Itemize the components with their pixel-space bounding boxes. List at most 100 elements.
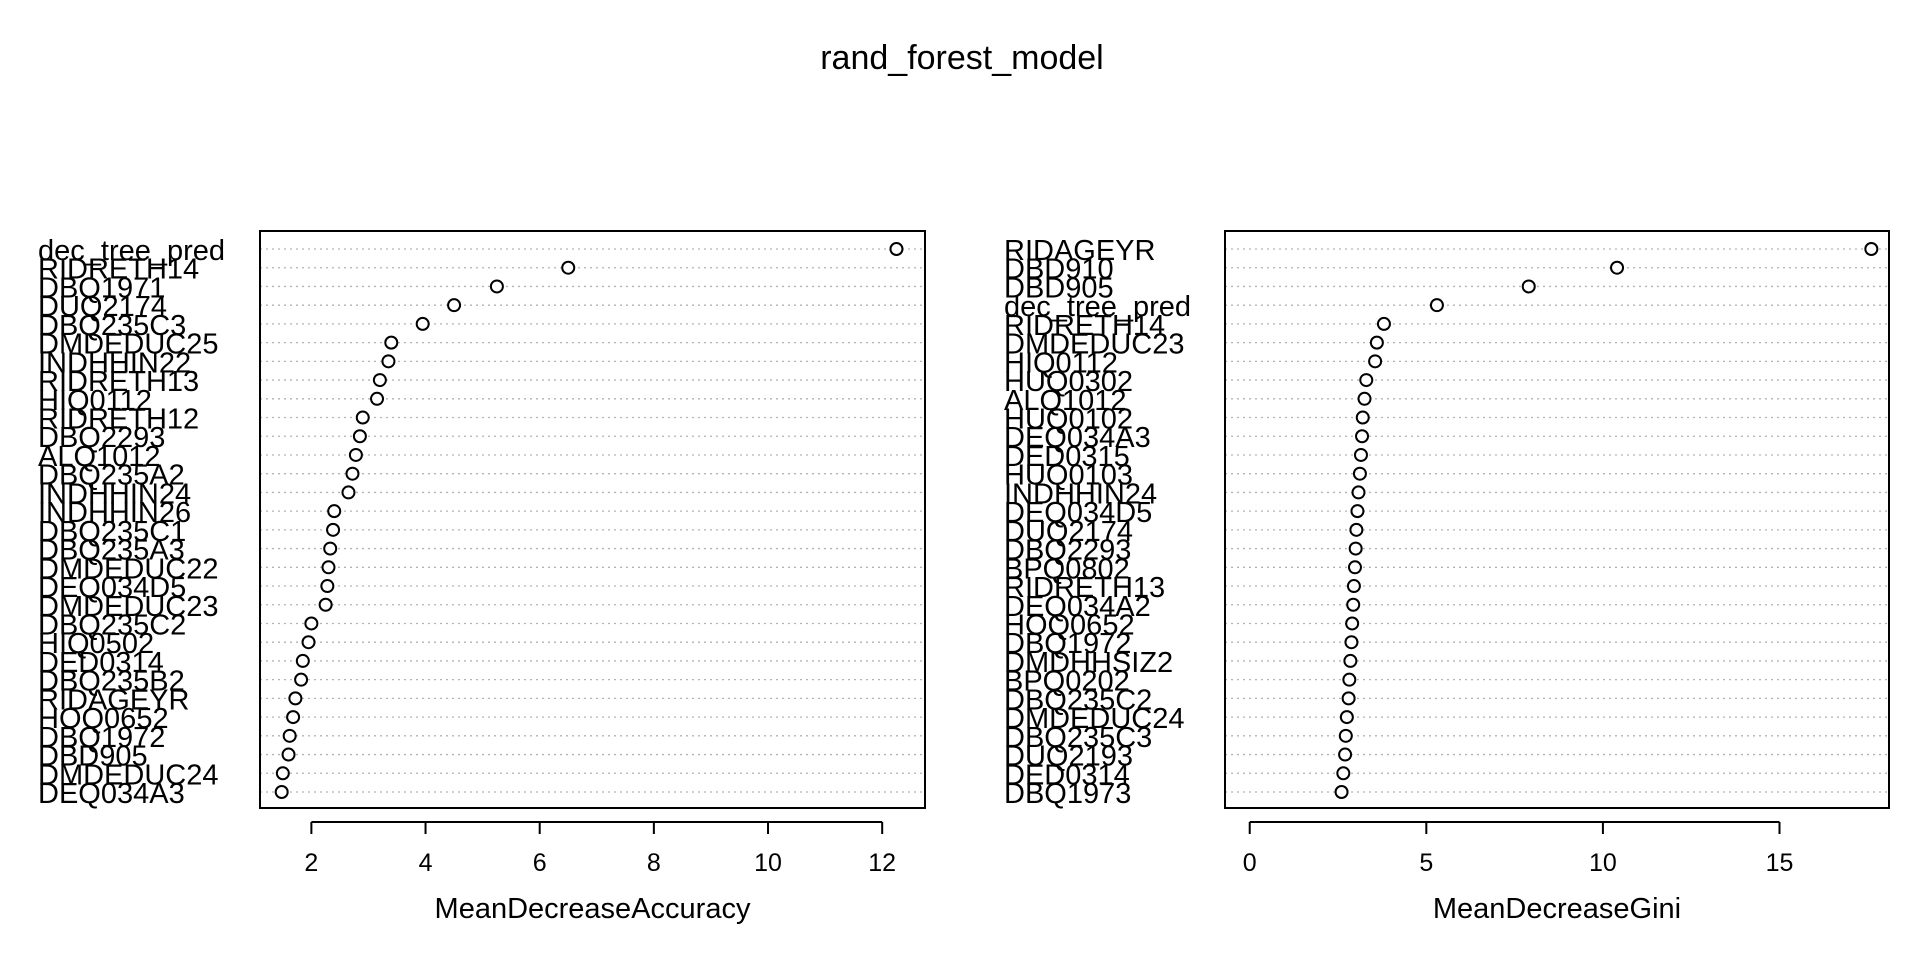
data-point (341, 485, 356, 500)
data-point (1355, 410, 1370, 425)
variable-label: HUQ0103 (1004, 460, 1133, 492)
variable-label: DBQ235A3 (38, 535, 185, 567)
variable-label: dec_tree_pred (38, 235, 225, 267)
data-point (1339, 710, 1354, 725)
x-tick-label: 2 (304, 849, 318, 877)
data-point (1341, 691, 1356, 706)
variable-label: HOQ0652 (1004, 609, 1135, 641)
data-point (1429, 298, 1444, 313)
data-point (320, 579, 335, 594)
x-tick-label: 10 (754, 849, 782, 877)
data-point (1368, 354, 1383, 369)
data-point (326, 522, 341, 537)
variable-label: INDHHIN22 (38, 347, 191, 379)
panel-1: dec_tree_predRIDRETH14DBQ1971DUQ2174DBQ2… (38, 230, 926, 925)
variable-label: DBQ235C2 (1004, 684, 1152, 716)
data-point (1345, 616, 1360, 631)
data-point (1355, 429, 1370, 444)
data-point (1336, 766, 1351, 781)
variable-label: DED0314 (1004, 759, 1130, 791)
variable-label: DBD905 (1004, 272, 1114, 304)
x-tick-label: 5 (1419, 849, 1433, 877)
data-point (1342, 672, 1357, 687)
data-point (282, 728, 297, 743)
x-tick-label: 8 (647, 849, 661, 877)
variable-label: HIQ0112 (38, 385, 152, 417)
data-point (274, 785, 289, 799)
variable-label: HIQ0112 (1004, 347, 1118, 379)
variable-label: INDHHIN24 (1004, 478, 1157, 510)
variable-label: INDHHIN24 (38, 478, 191, 510)
variable-label: DBQ1972 (1004, 628, 1131, 660)
data-point (1376, 316, 1391, 331)
variable-label: HOQ0652 (38, 703, 169, 735)
variable-label: RIDRETH14 (38, 254, 199, 286)
variable-label: HUQ0102 (1004, 404, 1133, 436)
variable-label: DMDEDUC25 (38, 329, 218, 361)
variable-label: RIDRETH13 (38, 366, 199, 398)
variable-label: DMDHHSIZ2 (1004, 647, 1173, 679)
variable-label: DMDEDUC24 (1004, 703, 1184, 735)
variable-label: DMDEDUC22 (38, 553, 218, 585)
variable-label: DEQ034A2 (1004, 591, 1151, 623)
data-point (372, 373, 387, 388)
data-point (1359, 373, 1374, 388)
data-point (1521, 279, 1536, 294)
data-point (415, 316, 430, 331)
variable-label: DMDEDUC24 (38, 759, 218, 791)
x-tick-label: 0 (1243, 849, 1257, 877)
data-point (1346, 597, 1361, 612)
variable-label: RIDAGEYR (38, 684, 189, 716)
variable-label: DEQ034A3 (38, 778, 185, 810)
variable-label: HUQ0302 (1004, 366, 1133, 398)
data-point (1352, 466, 1367, 481)
variable-label: DBQ235C3 (38, 310, 186, 342)
variable-label: DBQ235C2 (38, 609, 186, 641)
variable-label: HIQ0502 (38, 628, 154, 660)
variable-label: INDHHIN26 (38, 497, 191, 529)
x-axis-label: MeanDecreaseAccuracy (435, 893, 751, 925)
data-point (288, 691, 303, 706)
variable-label: ALQ1012 (38, 441, 161, 473)
variable-label: BPQ0202 (1004, 666, 1130, 698)
data-point (323, 541, 338, 556)
variable-label: DED0314 (38, 647, 164, 679)
variable-label: DBQ1972 (38, 722, 165, 754)
variable-label: DMDEDUC23 (1004, 329, 1184, 361)
variable-label: RIDRETH13 (1004, 572, 1165, 604)
data-point (348, 447, 363, 462)
x-tick-label: 12 (868, 849, 896, 877)
variable-label: dec_tree_pred (1004, 291, 1191, 323)
panel-2: RIDAGEYRDBD910DBD905dec_tree_predRIDRETH… (1004, 230, 1890, 925)
variable-label: DBD905 (38, 741, 148, 773)
data-point (1348, 541, 1363, 556)
data-point (352, 429, 367, 444)
x-tick-label: 15 (1766, 849, 1794, 877)
variable-label: DEQ034D5 (1004, 497, 1152, 529)
x-tick-label: 4 (419, 849, 433, 877)
variable-label: DED0315 (1004, 441, 1130, 473)
variable-label: RIDRETH14 (1004, 310, 1165, 342)
data-point (1343, 653, 1358, 668)
variable-label: DBQ235A2 (38, 460, 185, 492)
variable-label: DUQ2174 (1004, 516, 1133, 548)
data-point (355, 410, 370, 425)
variable-label: DBQ235B2 (38, 666, 185, 698)
data-point (447, 298, 462, 313)
data-point (1334, 785, 1349, 799)
data-point (889, 242, 904, 256)
data-point (1353, 447, 1368, 462)
data-point (304, 616, 319, 631)
data-point (1351, 485, 1366, 500)
variable-label: DBQ1971 (38, 272, 165, 304)
data-point (1357, 391, 1372, 406)
data-point (1338, 728, 1353, 743)
data-point (1369, 335, 1384, 350)
plot-frame (1224, 230, 1890, 809)
variable-label: DEQ034D5 (38, 572, 186, 604)
variable-label: RIDRETH12 (38, 404, 199, 436)
variable-label: DUQ2193 (1004, 741, 1133, 773)
data-point (1350, 504, 1365, 519)
data-point (275, 766, 290, 781)
variable-label: DBQ2293 (38, 422, 165, 454)
